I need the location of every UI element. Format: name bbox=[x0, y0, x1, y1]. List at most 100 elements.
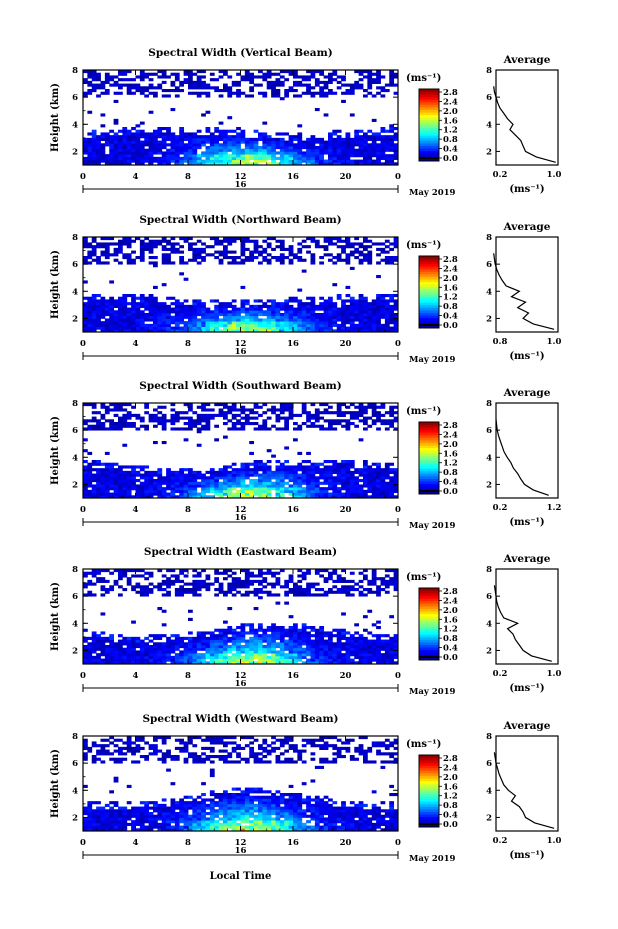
heatmap-cell bbox=[201, 315, 206, 319]
heatmap-cell bbox=[157, 661, 163, 665]
heatmap-cell bbox=[91, 135, 97, 139]
heatmap-cell bbox=[223, 89, 228, 93]
heatmap-cell bbox=[319, 70, 325, 74]
heatmap-cell bbox=[258, 250, 263, 254]
heatmap-cell bbox=[96, 411, 101, 415]
heatmap-cell bbox=[323, 148, 329, 152]
heatmap-cell bbox=[328, 78, 333, 82]
heatmap-cell bbox=[214, 413, 220, 417]
heatmap-cell bbox=[236, 468, 241, 472]
heatmap-cell bbox=[91, 468, 97, 472]
heatmap-cell bbox=[258, 579, 263, 583]
heatmap-cell bbox=[118, 70, 123, 74]
heatmap-cell bbox=[262, 484, 268, 488]
heatmap-cell bbox=[244, 623, 250, 627]
heatmap-cell bbox=[253, 422, 259, 426]
heatmap-cell bbox=[266, 642, 272, 646]
heatmap-cell bbox=[113, 118, 119, 122]
heatmap-cell bbox=[183, 492, 189, 496]
heatmap-cell bbox=[126, 473, 132, 477]
heatmap-cell bbox=[188, 492, 193, 496]
heatmap-cell bbox=[288, 247, 294, 251]
heatmap-cell bbox=[293, 590, 298, 594]
heatmap-cell bbox=[139, 590, 145, 594]
heatmap-cell bbox=[363, 299, 368, 303]
heatmap-cell bbox=[87, 132, 93, 136]
heatmap-cell bbox=[214, 492, 220, 496]
heatmap-cell bbox=[100, 579, 106, 583]
heatmap-cell bbox=[96, 156, 101, 160]
heatmap-cell bbox=[288, 484, 294, 488]
heatmap-cell bbox=[227, 481, 233, 485]
heatmap-cell bbox=[244, 137, 250, 141]
heatmap-cell bbox=[223, 465, 228, 469]
heatmap-cell bbox=[131, 318, 136, 322]
heatmap-cell bbox=[118, 479, 123, 483]
heatmap-cell bbox=[380, 476, 386, 480]
heatmap-cell bbox=[380, 140, 386, 144]
heatmap-cell bbox=[266, 310, 272, 314]
heatmap-cell bbox=[218, 495, 224, 499]
heatmap-cell bbox=[126, 91, 132, 95]
heatmap-cell bbox=[201, 569, 206, 573]
heatmap-cell bbox=[240, 569, 246, 573]
heatmap-cell bbox=[345, 91, 351, 95]
heatmap-cell bbox=[231, 304, 237, 308]
heatmap-cell bbox=[170, 582, 176, 586]
heatmap-cell bbox=[319, 634, 325, 638]
panel-title: Spectral Width (Vertical Beam) bbox=[148, 47, 332, 59]
heatmap-cell bbox=[266, 408, 272, 412]
heatmap-cell bbox=[358, 261, 364, 265]
heatmap-cell bbox=[389, 307, 395, 311]
heatmap-cell bbox=[170, 569, 176, 573]
heatmap-cell bbox=[196, 75, 202, 79]
heatmap-cell bbox=[266, 143, 272, 147]
heatmap-cell bbox=[209, 495, 215, 499]
heatmap-cell bbox=[389, 479, 395, 483]
heatmap-cells bbox=[83, 569, 399, 665]
heatmap-cell bbox=[384, 422, 390, 426]
heatmap-cell bbox=[157, 143, 163, 147]
heatmap-cell bbox=[393, 135, 399, 139]
heatmap-cell bbox=[363, 146, 368, 150]
heatmap-cell bbox=[323, 321, 329, 325]
heatmap-cell bbox=[157, 419, 163, 423]
avg-profile-line bbox=[495, 419, 549, 496]
heatmap-cell bbox=[109, 634, 115, 638]
heatmap-cell bbox=[118, 489, 123, 493]
heatmap-cell bbox=[341, 655, 346, 659]
heatmap-cell bbox=[384, 162, 390, 166]
heatmap-cell bbox=[166, 323, 171, 327]
heatmap-cell bbox=[293, 329, 298, 333]
heatmap-cell bbox=[323, 579, 329, 583]
heatmap-cell bbox=[231, 645, 237, 649]
heatmap-cell bbox=[135, 307, 141, 311]
heatmap-cell bbox=[183, 135, 189, 139]
heatmap-cell bbox=[214, 476, 220, 480]
heatmap-cell bbox=[279, 487, 285, 491]
heatmap-cell bbox=[376, 413, 381, 417]
heatmap-cell bbox=[122, 403, 128, 407]
heatmap-cell bbox=[153, 264, 158, 268]
heatmap-cell bbox=[201, 307, 206, 311]
heatmap-cell bbox=[284, 78, 290, 82]
heatmap-cell bbox=[83, 137, 88, 141]
heatmap-cell bbox=[148, 571, 154, 575]
heatmap-cell bbox=[91, 492, 97, 496]
heatmap-cell bbox=[236, 650, 241, 654]
heatmap-cell bbox=[236, 658, 241, 662]
heatmap-cell bbox=[349, 86, 355, 90]
heatmap-cell bbox=[118, 162, 123, 166]
heatmap-cell bbox=[275, 492, 281, 496]
heatmap-cell bbox=[262, 424, 268, 428]
heatmap-cell bbox=[279, 146, 285, 150]
heatmap-cell bbox=[376, 495, 381, 499]
heatmap-cell bbox=[118, 304, 123, 308]
heatmap-cell bbox=[122, 329, 128, 333]
heatmap-cell bbox=[131, 588, 136, 592]
heatmap-cell bbox=[349, 636, 355, 640]
heatmap-cell bbox=[244, 639, 250, 643]
heatmap-cell bbox=[301, 143, 307, 147]
heatmap-cell bbox=[166, 476, 171, 480]
heatmap-cell bbox=[122, 162, 128, 166]
